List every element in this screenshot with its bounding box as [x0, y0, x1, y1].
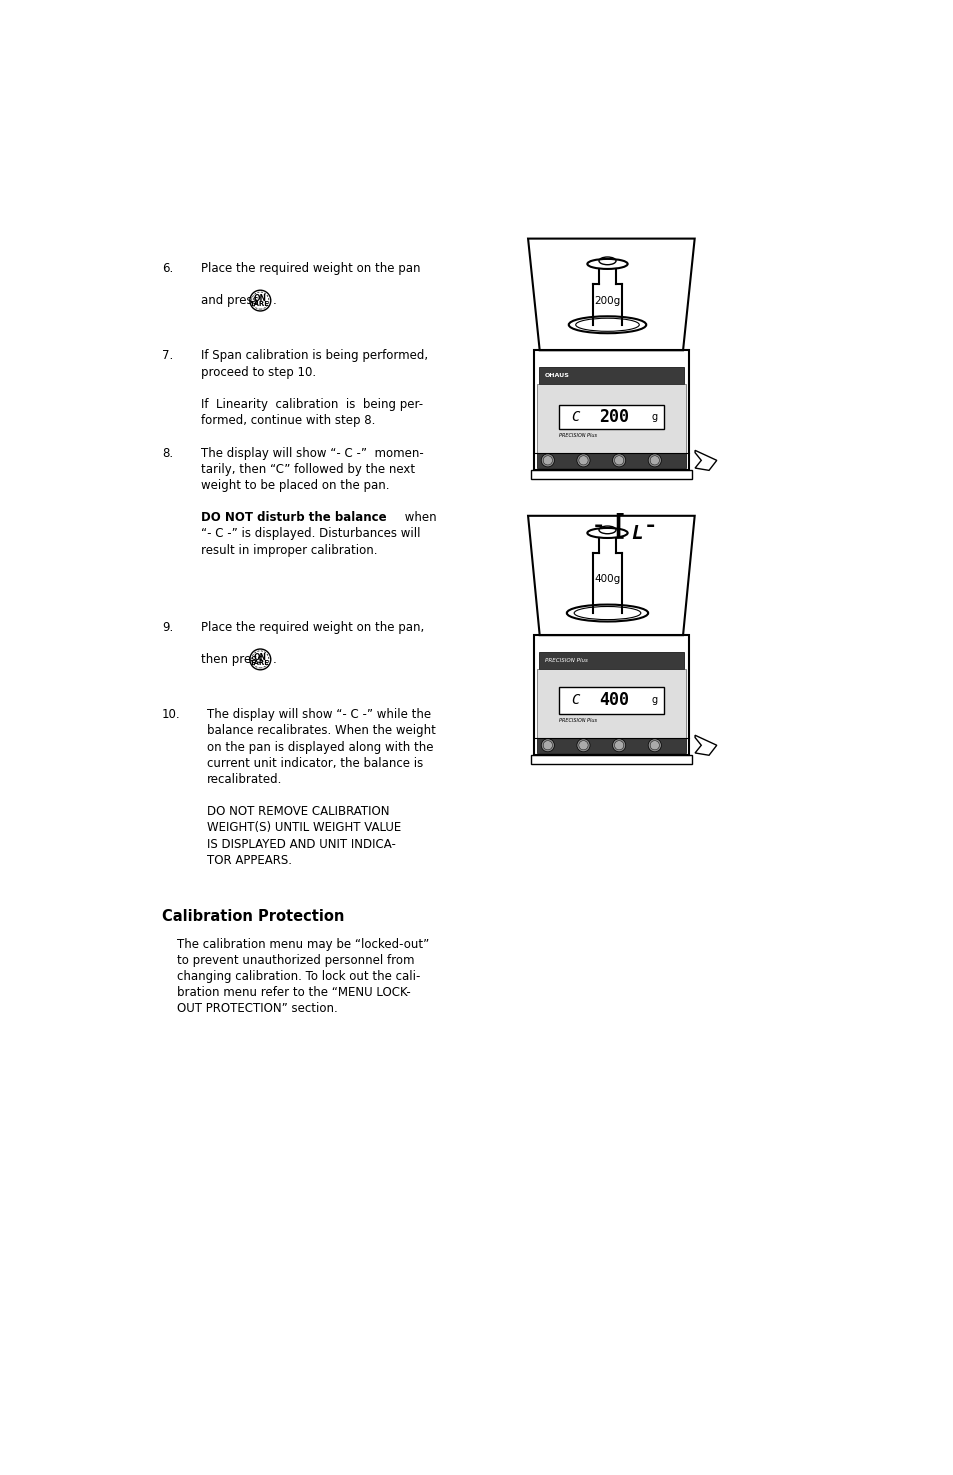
- Text: 400g: 400g: [594, 574, 620, 584]
- Text: 7.: 7.: [162, 350, 172, 363]
- Text: changing calibration. To lock out the cali-: changing calibration. To lock out the ca…: [177, 971, 420, 984]
- Bar: [534, 636, 688, 755]
- Circle shape: [542, 740, 552, 749]
- Circle shape: [578, 456, 587, 465]
- Circle shape: [647, 454, 660, 468]
- Text: weight to be placed on the pan.: weight to be placed on the pan.: [200, 479, 389, 491]
- Circle shape: [577, 454, 590, 468]
- Text: g: g: [651, 412, 657, 422]
- Text: C: C: [571, 693, 579, 708]
- Text: PRECISION Plus: PRECISION Plus: [558, 434, 596, 438]
- Circle shape: [650, 740, 659, 749]
- Bar: [537, 367, 683, 384]
- Circle shape: [540, 739, 554, 752]
- Text: formed, continue with step 8.: formed, continue with step 8.: [200, 414, 375, 428]
- Circle shape: [542, 456, 552, 465]
- Text: .: .: [273, 653, 276, 665]
- Text: balance recalibrates. When the weight: balance recalibrates. When the weight: [207, 724, 436, 738]
- Text: “- C -” is displayed. Disturbances will: “- C -” is displayed. Disturbances will: [200, 528, 419, 540]
- Bar: [534, 350, 688, 469]
- Bar: [558, 404, 663, 429]
- Text: DO NOT REMOVE CALIBRATION: DO NOT REMOVE CALIBRATION: [207, 805, 389, 819]
- Circle shape: [614, 456, 623, 465]
- Text: The calibration menu may be “locked-out”: The calibration menu may be “locked-out”: [177, 938, 429, 951]
- Circle shape: [577, 739, 590, 752]
- Text: current unit indicator, the balance is: current unit indicator, the balance is: [207, 757, 422, 770]
- Text: recalibrated.: recalibrated.: [207, 773, 282, 786]
- Text: 10.: 10.: [162, 708, 180, 721]
- Text: 9.: 9.: [162, 621, 172, 634]
- Circle shape: [612, 739, 625, 752]
- Text: TARE: TARE: [250, 659, 270, 665]
- Text: 400: 400: [598, 692, 628, 709]
- Text: bration menu refer to the “MENU LOCK-: bration menu refer to the “MENU LOCK-: [177, 987, 411, 999]
- Text: .: .: [273, 294, 276, 307]
- Text: Calibration Protection: Calibration Protection: [162, 909, 344, 925]
- Text: -: -: [643, 516, 657, 535]
- Bar: [537, 668, 685, 738]
- Text: OUT PROTECTION” section.: OUT PROTECTION” section.: [177, 1003, 337, 1015]
- Bar: [537, 652, 683, 668]
- Text: L: L: [630, 524, 641, 543]
- Text: WEIGHT(S) UNTIL WEIGHT VALUE: WEIGHT(S) UNTIL WEIGHT VALUE: [207, 822, 400, 835]
- Text: 8.: 8.: [162, 447, 172, 460]
- Text: 6.: 6.: [162, 261, 172, 274]
- Circle shape: [614, 740, 623, 749]
- Bar: [537, 453, 685, 468]
- Text: Place the required weight on the pan: Place the required weight on the pan: [200, 261, 419, 274]
- Text: proceed to step 10.: proceed to step 10.: [200, 366, 315, 379]
- Text: when: when: [400, 512, 436, 524]
- Text: TOR APPEARS.: TOR APPEARS.: [207, 854, 292, 867]
- Bar: [537, 738, 685, 752]
- Text: The display will show “- C -”  momen-: The display will show “- C -” momen-: [200, 447, 423, 460]
- Text: [: [: [609, 512, 626, 540]
- Text: The display will show “- C -” while the: The display will show “- C -” while the: [207, 708, 431, 721]
- Text: g: g: [651, 695, 657, 705]
- Text: 200: 200: [598, 407, 628, 426]
- Bar: [537, 384, 685, 453]
- Text: If Span calibration is being performed,: If Span calibration is being performed,: [200, 350, 427, 363]
- Text: DO NOT disturb the balance: DO NOT disturb the balance: [200, 512, 386, 524]
- Bar: [530, 469, 691, 479]
- Text: OHAUS: OHAUS: [544, 373, 569, 378]
- Text: -: -: [592, 516, 605, 535]
- Polygon shape: [695, 450, 716, 471]
- Text: If  Linearity  calibration  is  being per-: If Linearity calibration is being per-: [200, 398, 422, 412]
- Text: ON: ON: [253, 294, 267, 302]
- Text: TARE: TARE: [250, 301, 270, 307]
- Circle shape: [647, 739, 660, 752]
- Bar: [558, 687, 663, 714]
- Text: tarily, then “C” followed by the next: tarily, then “C” followed by the next: [200, 463, 415, 475]
- Text: result in improper calibration.: result in improper calibration.: [200, 543, 376, 556]
- Text: PRECISION Plus: PRECISION Plus: [558, 718, 596, 723]
- Bar: [530, 755, 691, 764]
- Circle shape: [540, 454, 554, 468]
- Text: and press: and press: [200, 294, 258, 307]
- Text: PRECISION Plus: PRECISION Plus: [544, 658, 587, 662]
- Text: C: C: [571, 410, 579, 423]
- Text: then press: then press: [200, 653, 263, 665]
- Polygon shape: [695, 735, 716, 755]
- Circle shape: [578, 740, 587, 749]
- Text: to prevent unauthorized personnel from: to prevent unauthorized personnel from: [177, 954, 415, 968]
- Text: 200g: 200g: [594, 295, 620, 305]
- Circle shape: [612, 454, 625, 468]
- Text: ON: ON: [253, 652, 267, 662]
- Text: Place the required weight on the pan,: Place the required weight on the pan,: [200, 621, 423, 634]
- Circle shape: [650, 456, 659, 465]
- Text: IS DISPLAYED AND UNIT INDICA-: IS DISPLAYED AND UNIT INDICA-: [207, 838, 395, 851]
- Text: on the pan is displayed along with the: on the pan is displayed along with the: [207, 740, 433, 754]
